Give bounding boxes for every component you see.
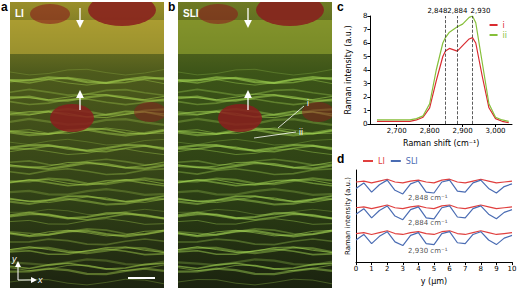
svg-text:x: x bbox=[37, 275, 43, 285]
svg-text:0: 0 bbox=[363, 120, 367, 128]
svg-text:2,884: 2,884 bbox=[447, 7, 468, 15]
svg-text:6: 6 bbox=[363, 39, 368, 47]
svg-text:2,800: 2,800 bbox=[420, 127, 440, 135]
svg-text:y: y bbox=[11, 254, 17, 264]
svg-text:3: 3 bbox=[401, 265, 405, 273]
svg-text:4: 4 bbox=[416, 265, 421, 273]
svg-text:y (μm): y (μm) bbox=[421, 277, 447, 286]
svg-text:Raman intensity (a.u.): Raman intensity (a.u.) bbox=[344, 177, 352, 255]
svg-text:i: i bbox=[503, 21, 505, 30]
svg-text:9: 9 bbox=[494, 265, 498, 273]
svg-text:5: 5 bbox=[432, 265, 436, 273]
svg-text:1: 1 bbox=[363, 107, 367, 115]
svg-text:3,000: 3,000 bbox=[486, 127, 506, 135]
svg-text:i: i bbox=[307, 98, 309, 108]
svg-text:c: c bbox=[337, 0, 344, 14]
svg-text:2,930: 2,930 bbox=[470, 7, 490, 15]
svg-text:7: 7 bbox=[363, 26, 367, 34]
svg-text:2,848: 2,848 bbox=[427, 7, 447, 15]
svg-text:2: 2 bbox=[363, 93, 367, 101]
svg-text:4: 4 bbox=[363, 66, 368, 74]
svg-text:SLI: SLI bbox=[183, 8, 199, 19]
svg-text:2,700: 2,700 bbox=[387, 127, 407, 135]
svg-text:a: a bbox=[1, 0, 8, 14]
svg-text:3: 3 bbox=[363, 80, 367, 88]
svg-text:7: 7 bbox=[463, 265, 467, 273]
svg-text:5: 5 bbox=[363, 53, 367, 61]
svg-text:d: d bbox=[337, 152, 344, 166]
svg-text:LI: LI bbox=[15, 8, 24, 19]
svg-text:LI: LI bbox=[378, 157, 385, 166]
svg-text:2,900: 2,900 bbox=[453, 127, 473, 135]
svg-text:8: 8 bbox=[363, 12, 367, 20]
svg-text:2: 2 bbox=[385, 265, 389, 273]
svg-text:6: 6 bbox=[447, 265, 452, 273]
svg-text:b: b bbox=[168, 0, 175, 14]
svg-text:10: 10 bbox=[508, 265, 517, 273]
svg-text:ii: ii bbox=[299, 127, 303, 137]
svg-text:0: 0 bbox=[354, 265, 358, 273]
svg-text:SLI: SLI bbox=[406, 157, 418, 166]
svg-text:2,930 cm⁻¹: 2,930 cm⁻¹ bbox=[408, 247, 448, 255]
svg-text:2,848 cm⁻¹: 2,848 cm⁻¹ bbox=[408, 194, 448, 202]
svg-text:ii: ii bbox=[503, 31, 507, 40]
svg-text:Raman intensity (a.u.): Raman intensity (a.u.) bbox=[344, 25, 353, 114]
svg-text:2,884 cm⁻¹: 2,884 cm⁻¹ bbox=[408, 219, 448, 227]
svg-text:8: 8 bbox=[479, 265, 483, 273]
svg-text:1: 1 bbox=[369, 265, 373, 273]
svg-text:Raman shift (cm⁻¹): Raman shift (cm⁻¹) bbox=[403, 139, 479, 148]
